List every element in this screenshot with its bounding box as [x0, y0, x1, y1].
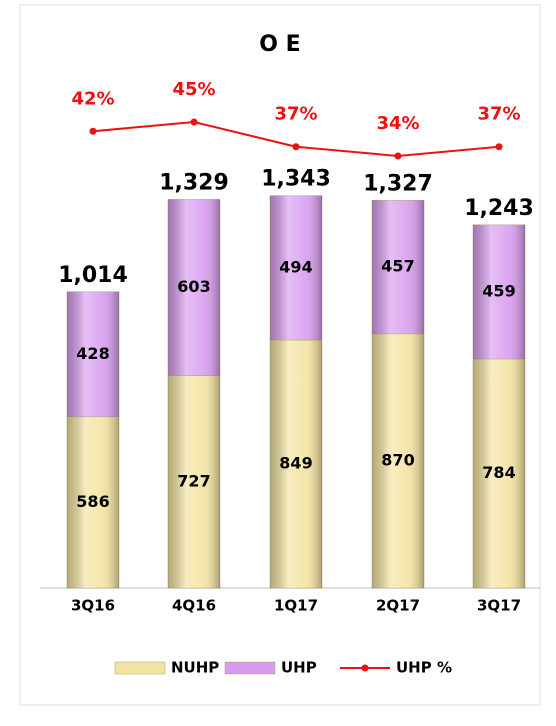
- x-tick-label: 3Q17: [477, 597, 521, 615]
- segment-label: 849: [279, 453, 312, 472]
- legend-label: UHP: [281, 659, 317, 677]
- segment-label: 494: [279, 257, 312, 276]
- x-tick-label: 2Q17: [376, 597, 420, 615]
- total-label: 1,343: [261, 167, 331, 192]
- line-label: 34%: [376, 113, 419, 134]
- line-point: [190, 118, 198, 126]
- legend-point: [361, 664, 369, 672]
- bar-shine: [270, 339, 322, 588]
- segment-label: 586: [76, 492, 109, 511]
- segment-label: 870: [381, 450, 414, 469]
- bar-shine: [67, 416, 119, 588]
- total-label: 1,329: [159, 170, 229, 195]
- segment-label: 727: [177, 471, 210, 490]
- line-point: [292, 143, 300, 151]
- segment-label: 457: [381, 257, 414, 276]
- segment-label: 459: [482, 281, 515, 300]
- bar-shine: [168, 199, 220, 376]
- line-label: 45%: [172, 79, 215, 100]
- line-point: [89, 127, 97, 135]
- legend-swatch: [114, 661, 166, 675]
- legend-label: UHP %: [396, 659, 452, 677]
- line-label: 37%: [477, 104, 520, 125]
- legend-swatch: [224, 661, 276, 675]
- segment-label: 428: [76, 344, 109, 363]
- line-label: 37%: [274, 104, 317, 125]
- total-label: 1,014: [58, 263, 128, 288]
- line-point: [394, 152, 402, 160]
- bar-shine: [168, 375, 220, 588]
- x-tick-label: 4Q16: [172, 597, 216, 615]
- legend-label: NUHP: [171, 659, 219, 677]
- bar-shine: [372, 333, 424, 588]
- line-point: [495, 143, 503, 151]
- total-label: 1,243: [464, 196, 534, 221]
- segment-label: 784: [482, 463, 515, 482]
- bar-shine: [270, 195, 322, 340]
- segment-label: 603: [177, 277, 210, 296]
- total-label: 1,327: [363, 171, 433, 196]
- x-tick-label: 3Q16: [71, 597, 115, 615]
- bar-shine: [473, 358, 525, 588]
- bar-shine: [473, 224, 525, 359]
- bar-shine: [372, 200, 424, 334]
- bar-shine: [67, 291, 119, 417]
- line-label: 42%: [71, 88, 114, 109]
- chart-title: O E: [259, 32, 300, 57]
- x-tick-label: 1Q17: [274, 597, 318, 615]
